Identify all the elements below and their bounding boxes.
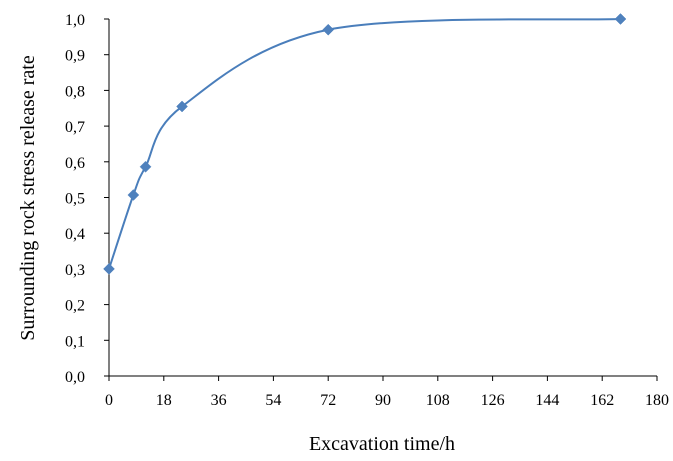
data-point-marker <box>322 23 335 36</box>
data-point-marker <box>139 160 152 173</box>
y-tick-label: 0,6 <box>65 155 85 172</box>
data-point-marker <box>614 13 627 25</box>
x-tick-label: 108 <box>426 392 450 409</box>
data-point-marker <box>176 100 188 113</box>
y-axis-ticks: 0,0 0,1 0,2 0,3 0,4 0,5 0,6 0,7 0,8 0,9 1,0 <box>65 12 109 386</box>
y-tick-label: 0,8 <box>65 83 85 100</box>
data-point-marker <box>103 263 115 275</box>
x-tick-label: 18 <box>156 392 172 409</box>
x-tick-label: 72 <box>320 392 336 409</box>
y-axis-title: Surrounding rock stress release rate <box>17 55 39 341</box>
data-point-marker <box>127 189 140 201</box>
x-tick-label: 90 <box>375 392 391 409</box>
y-tick-label: 0,0 <box>65 369 85 386</box>
y-tick-label: 0,1 <box>65 333 85 350</box>
y-tick-label: 0,9 <box>65 48 85 65</box>
y-tick-label: 0,2 <box>65 298 85 315</box>
x-tick-label: 162 <box>590 392 614 409</box>
x-tick-label: 54 <box>265 392 281 409</box>
x-tick-label: 0 <box>105 392 113 409</box>
x-tick-label: 36 <box>211 392 227 409</box>
y-tick-label: 0,7 <box>65 119 85 136</box>
y-tick-label: 0,3 <box>65 262 85 279</box>
y-tick-label: 1,0 <box>65 12 85 29</box>
series-layer <box>103 13 627 275</box>
y-tick-label: 0,5 <box>65 191 85 208</box>
y-tick-label: 0,4 <box>65 226 85 243</box>
x-tick-label: 144 <box>535 392 559 409</box>
x-tick-label: 126 <box>481 392 505 409</box>
x-axis-ticks: 0 18 36 54 72 90 108 126 144 162 180 <box>105 376 669 409</box>
x-tick-label: 180 <box>645 392 669 409</box>
series-line <box>108 18 621 270</box>
x-axis-title: Excavation time/h <box>309 433 455 455</box>
axes <box>108 19 657 377</box>
